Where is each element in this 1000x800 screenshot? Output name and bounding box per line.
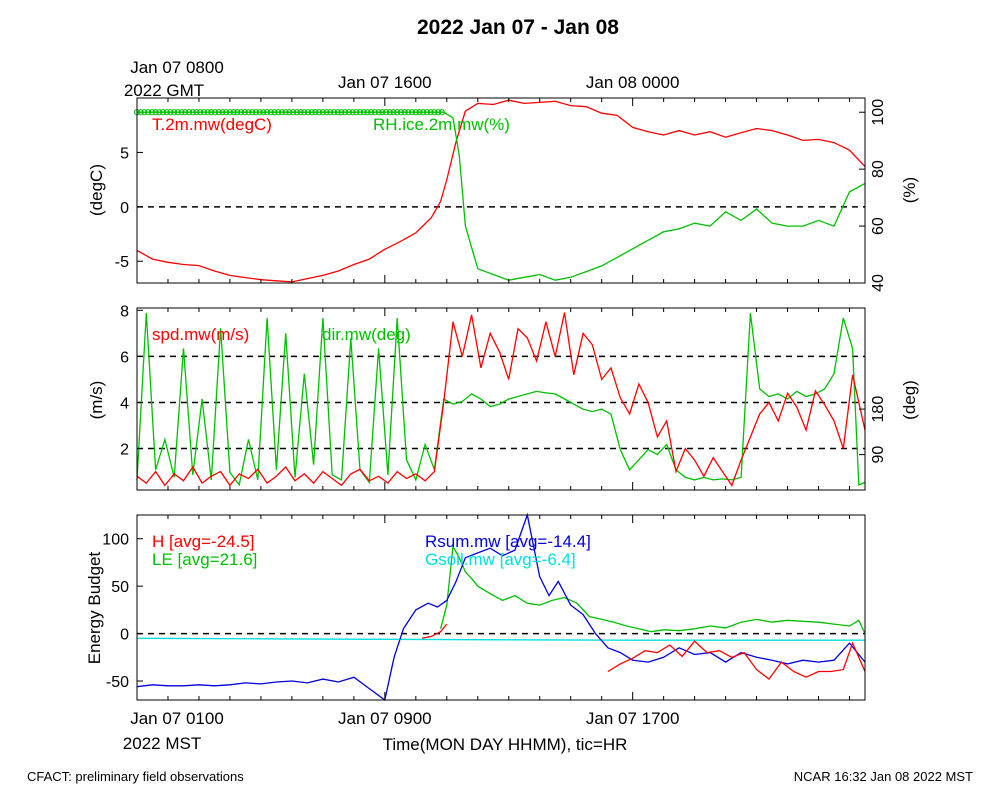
panel-frame — [136, 307, 866, 491]
top-axis-label-tz: 2022 GMT — [124, 81, 204, 100]
y-tick-label-right: 80 — [870, 160, 887, 178]
bottom-axis-label: Jan 07 0100 — [130, 709, 224, 728]
bottom-axis-label: Jan 07 0900 — [338, 709, 432, 728]
series-line-0 — [136, 312, 866, 487]
y-tick-label: -5 — [115, 254, 129, 271]
legend-entry: RH.ice.2m.mw(%) — [373, 115, 510, 134]
series-line-0-1 — [607, 640, 866, 681]
series-line-0 — [136, 99, 866, 283]
top-time-axis-labels: Jan 07 0800 2022 GMT Jan 07 1600 Jan 08 000… — [124, 58, 680, 100]
y-axis-label-right: (%) — [900, 177, 919, 203]
panel-frame — [136, 97, 866, 284]
legend-entry: dir.mw(deg) — [322, 325, 411, 344]
y-tick-label: -50 — [106, 674, 129, 691]
y-tick-label: 2 — [120, 442, 129, 459]
temperature-rh-panel: -5 0 5 40 60 80 100 (degC) (%) T.2m.mw(degC) RH.ic… — [87, 97, 919, 292]
y-tick-label-right: 100 — [870, 99, 887, 126]
energy-budget-panel: -50 0 50 100 Energy Budget H [avg=-24.5]LE [a… — [85, 512, 866, 702]
series-line-1-0 — [439, 544, 866, 634]
y-tick-label-right: 60 — [870, 217, 887, 235]
panel-frame — [136, 514, 866, 701]
y-tick-label: 4 — [120, 395, 129, 412]
footer-left: CFACT: preliminary field observations — [27, 769, 244, 784]
x-axis-label: Time(MON DAY HHMM), tic=HR — [383, 735, 628, 754]
legend-entry: Gsoil.mw [avg=-6.4] — [425, 550, 576, 569]
y-axis-label: Energy Budget — [85, 551, 104, 664]
y-tick-label: 5 — [120, 145, 129, 162]
bottom-axis-label-tz: 2022 MST — [123, 734, 201, 753]
y-tick-label: 50 — [111, 579, 129, 596]
y-axis-label-left: (m/s) — [87, 381, 106, 420]
legend-entry: Rsum.mw [avg=-14.4] — [425, 532, 591, 551]
chart-title: 2022 Jan 07 - Jan 08 — [417, 16, 619, 39]
series-line-0-0 — [421, 623, 448, 639]
series-line-3-0 — [136, 637, 865, 641]
top-axis-label: Jan 07 0800 — [130, 58, 224, 77]
series-line-1 — [137, 111, 866, 281]
top-axis-label: Jan 08 0000 — [586, 73, 680, 92]
y-tick-label: 0 — [120, 200, 129, 217]
y-tick-label: 0 — [120, 627, 129, 644]
legend-entry: LE [avg=21.6] — [152, 550, 257, 569]
bottom-time-axis-labels: Jan 07 0100 2022 MST Jan 07 0900 Jan 07 170… — [123, 709, 680, 753]
bottom-axis-label: Jan 07 1700 — [586, 709, 680, 728]
legend-entry: H [avg=-24.5] — [152, 532, 255, 551]
series-line-1 — [136, 313, 866, 487]
y-tick-label-right: 90 — [870, 446, 887, 464]
legend-entry: T.2m.mw(degC) — [152, 115, 272, 134]
y-tick-label: 100 — [102, 532, 129, 549]
y-tick-label-right: 40 — [870, 274, 887, 292]
legend-entry: spd.mw(m/s) — [152, 325, 249, 344]
footer-right: NCAR 16:32 Jan 08 2022 MST — [794, 769, 973, 784]
y-axis-label-left: (degC) — [87, 164, 106, 216]
y-tick-label-right: 180 — [870, 396, 887, 423]
wind-panel: 2 4 6 8 90 180 (m/s) (deg) spd.mw(m/s) dir.mw(deg… — [87, 303, 919, 491]
series-line-2-0 — [136, 512, 866, 702]
y-axis-label-right: (deg) — [900, 380, 919, 420]
y-tick-label: 8 — [120, 303, 129, 320]
y-tick-label: 6 — [120, 349, 129, 366]
top-axis-label: Jan 07 1600 — [338, 73, 432, 92]
